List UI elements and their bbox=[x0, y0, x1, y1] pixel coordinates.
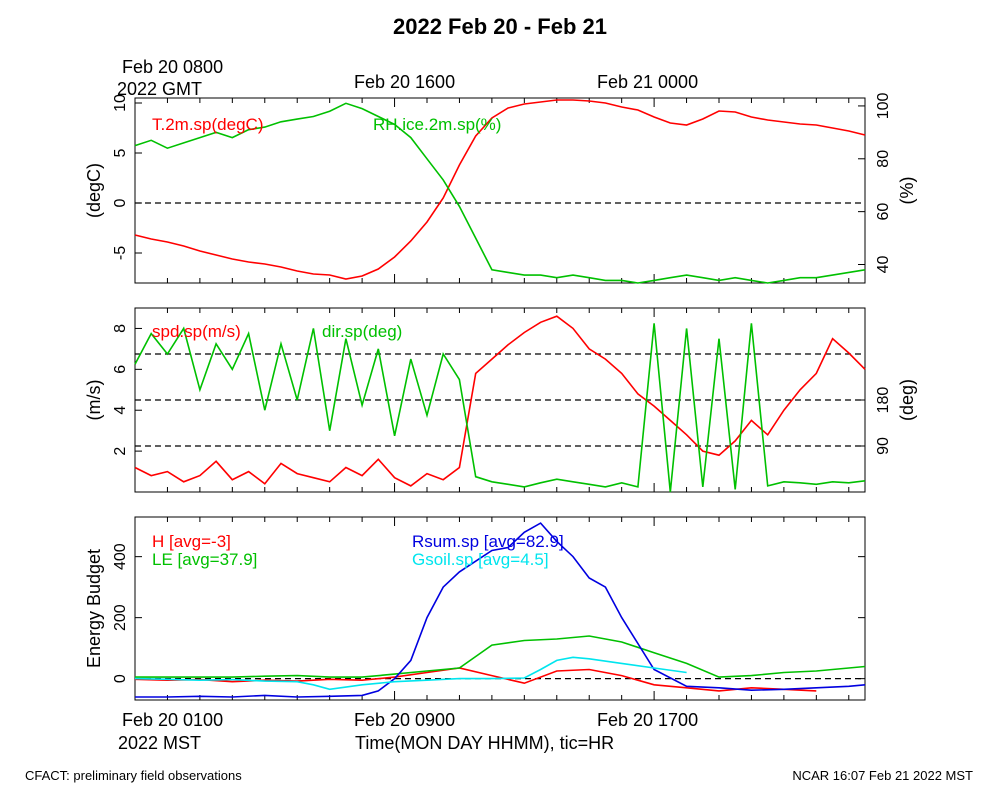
y2-tick-label: 100 bbox=[875, 92, 892, 119]
y-axis-label: (degC) bbox=[84, 163, 104, 218]
y-tick-label: 2 bbox=[112, 447, 129, 456]
top-axis-first-tick-line1: Feb 20 0800 bbox=[122, 57, 224, 77]
legend-label: dir.sp(deg) bbox=[322, 322, 402, 341]
legend-label: Rsum.sp [avg=82.9] bbox=[412, 532, 564, 551]
series-line bbox=[134, 102, 866, 284]
y-tick-label: 4 bbox=[112, 406, 129, 415]
plot-frame bbox=[134, 97, 866, 284]
y-tick-label: 5 bbox=[112, 148, 129, 157]
bottom-axis-tick-label: Feb 20 1700 bbox=[597, 710, 699, 730]
top-axis-first-tick-line2: 2022 GMT bbox=[117, 79, 203, 99]
y2-tick-label: 80 bbox=[875, 150, 892, 168]
legend-label: RH.ice.2m.sp(%) bbox=[373, 115, 501, 134]
y2-tick-label: 40 bbox=[875, 256, 892, 274]
y2-axis-label: (%) bbox=[897, 177, 917, 205]
bottom-axis-first-tick-line1: Feb 20 0100 bbox=[122, 710, 224, 730]
top-axis-tick-label: Feb 20 1600 bbox=[354, 72, 456, 92]
series-line bbox=[134, 656, 687, 691]
legend-label: spd.sp(m/s) bbox=[152, 322, 241, 341]
y-tick-label: 400 bbox=[112, 543, 129, 570]
legend-label: LE [avg=37.9] bbox=[152, 550, 257, 569]
y-tick-label: 200 bbox=[112, 604, 129, 631]
series-line bbox=[135, 522, 866, 698]
y2-tick-label: 180 bbox=[875, 387, 892, 414]
series-line bbox=[135, 635, 866, 678]
series-line bbox=[134, 323, 866, 493]
y2-axis-label: (deg) bbox=[897, 379, 917, 421]
series-line bbox=[134, 99, 866, 280]
bottom-axis-first-tick-line2: 2022 MST bbox=[118, 733, 202, 753]
y-tick-label: 8 bbox=[112, 324, 129, 333]
y2-tick-label: 60 bbox=[875, 203, 892, 221]
y-tick-label: -5 bbox=[112, 246, 129, 260]
bottom-axis-tick-label: Feb 20 0900 bbox=[354, 710, 456, 730]
footer-right: NCAR 16:07 Feb 21 2022 MST bbox=[792, 768, 973, 783]
y-tick-label: 0 bbox=[112, 674, 129, 683]
y2-tick-label: 90 bbox=[875, 437, 892, 455]
legend-label: H [avg=-3] bbox=[152, 532, 231, 551]
y-tick-label: 6 bbox=[112, 365, 129, 374]
series-line bbox=[134, 315, 866, 487]
y-axis-label: (m/s) bbox=[84, 380, 104, 421]
legend-label: T.2m.sp(degC) bbox=[152, 115, 263, 134]
top-axis-tick-label: Feb 21 0000 bbox=[597, 72, 699, 92]
y-tick-label: 10 bbox=[112, 94, 129, 112]
y-tick-label: 0 bbox=[112, 198, 129, 207]
x-axis-label: Time(MON DAY HHMM), tic=HR bbox=[355, 733, 615, 753]
chart-title: 2022 Feb 20 - Feb 21 bbox=[393, 14, 607, 39]
plot-frame bbox=[134, 516, 866, 701]
footer-left: CFACT: preliminary field observations bbox=[25, 768, 242, 783]
legend-label: Gsoil.sp [avg=4.5] bbox=[412, 550, 549, 569]
y-axis-label: Energy Budget bbox=[84, 549, 104, 668]
